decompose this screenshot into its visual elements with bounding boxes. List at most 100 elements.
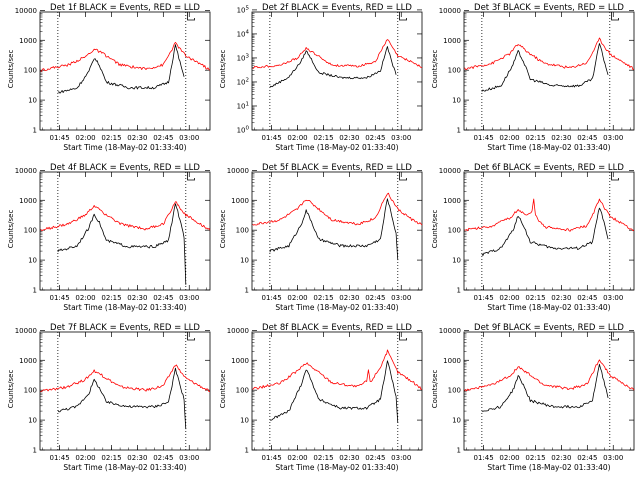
y-tick-label: 1000 [443,37,461,45]
x-tick-label: 02:30 [127,294,147,302]
x-tick-label: 02:00 [499,134,519,142]
y-axis-label: Counts/sec [431,370,439,409]
x-tick-label: 03:00 [603,294,623,302]
lld-series-line [464,359,635,392]
y-tick-label: 10000 [15,327,37,335]
panel-title: Det 7f BLACK = Events, RED = LLD [50,323,200,333]
panel-title: Det 9f BLACK = Events, RED = LLD [474,323,624,333]
x-tick-label: 03:00 [179,134,199,142]
panel-title: Det 6f BLACK = Events, RED = LLD [474,163,624,173]
x-tick-label: 02:45 [365,294,385,302]
events-series-line [481,363,609,412]
x-tick-label: 02:00 [499,454,519,462]
x-tick-label: 02:30 [551,454,571,462]
y-axis-label: Counts/sec [219,50,227,89]
x-tick-label: 01:45 [473,294,493,302]
plot-frame [39,171,211,291]
y-axis-label: Counts/sec [7,50,15,89]
x-tick-label: 02:15 [525,294,545,302]
lld-series-line [252,192,423,226]
y-tick-label: 104 [237,29,250,38]
detector-panel: Det 5f BLACK = Events, RED = LLD 1 10 100 10… [219,163,423,312]
y-tick-label: 1 [33,127,37,135]
x-tick-label: 02:15 [313,134,333,142]
y-tick-label: 1000 [231,197,249,205]
x-tick-label: 02:45 [153,294,173,302]
x-tick-label: 02:00 [75,454,95,462]
y-tick-label: 10 [28,97,37,105]
panel-title: Det 1f BLACK = Events, RED = LLD [50,3,200,13]
y-tick-label: 10000 [439,167,461,175]
panel-title: Det 3f BLACK = Events, RED = LLD [474,3,624,13]
events-series-line [269,46,397,88]
plot-frame [251,11,423,131]
y-tick-label: 10 [240,257,249,265]
plot-frame [463,11,635,131]
y-tick-label: 100 [448,227,461,235]
x-tick-label: 01:45 [49,454,69,462]
detector-panel: Det 3f BLACK = Events, RED = LLD 1 10 100 10… [431,3,635,152]
x-tick-label: 02:15 [101,294,121,302]
y-tick-label: 10000 [227,327,249,335]
y-tick-label: 100 [448,67,461,75]
y-tick-label: 1000 [231,357,249,365]
x-tick-label: 01:45 [261,454,281,462]
lld-series-line [40,201,211,231]
panel-title: Det 8f BLACK = Events, RED = LLD [262,323,412,333]
plot-frame [463,331,635,451]
x-tick-label: 03:00 [179,454,199,462]
y-tick-label: 100 [236,387,249,395]
lld-series-line [464,37,635,70]
events-series-line [269,198,399,261]
y-tick-label: 100 [24,67,37,75]
y-tick-label: 10000 [439,7,461,15]
y-tick-label: 1 [33,287,37,295]
y-tick-label: 1000 [19,37,37,45]
detector-panel: Det 4f BLACK = Events, RED = LLD 1 10 100 10… [7,163,211,312]
x-tick-label: 02:15 [313,454,333,462]
x-axis-label: Start Time (18-May-02 01:33:40) [275,303,398,312]
y-tick-label: 10 [240,417,249,425]
attenuator-marker [399,332,407,341]
y-tick-label: 1 [245,447,249,455]
x-axis-label: Start Time (18-May-02 01:33:40) [63,463,186,472]
x-tick-label: 02:45 [577,454,597,462]
x-tick-label: 02:00 [75,134,95,142]
y-tick-label: 100 [236,227,249,235]
attenuator-marker [611,332,619,341]
y-tick-label: 1000 [443,197,461,205]
x-axis-label: Start Time (18-May-02 01:33:40) [63,303,186,312]
attenuator-marker [611,172,619,181]
y-tick-label: 10 [452,417,461,425]
events-series-line [269,360,399,424]
attenuator-marker [399,172,407,181]
x-tick-label: 02:15 [525,134,545,142]
x-tick-label: 01:45 [261,134,281,142]
x-tick-label: 02:15 [313,294,333,302]
x-tick-label: 03:00 [603,134,623,142]
y-tick-label: 10000 [439,327,461,335]
x-tick-label: 03:00 [391,454,411,462]
x-tick-label: 02:45 [365,454,385,462]
panel-title: Det 4f BLACK = Events, RED = LLD [50,163,200,173]
plot-frame [251,331,423,451]
x-tick-label: 02:30 [339,454,359,462]
x-tick-label: 02:00 [287,134,307,142]
events-series-line [481,43,609,92]
y-tick-label: 1000 [443,357,461,365]
attenuator-marker [399,12,407,21]
x-axis-label: Start Time (18-May-02 01:33:40) [487,463,610,472]
detector-panel: Det 8f BLACK = Events, RED = LLD 1 10 100 10… [219,323,423,472]
plot-frame [251,171,423,291]
y-tick-label: 10000 [227,167,249,175]
x-tick-label: 02:15 [101,134,121,142]
y-tick-label: 1000 [19,197,37,205]
y-tick-label: 100 [448,387,461,395]
x-tick-label: 03:00 [603,454,623,462]
x-tick-label: 02:45 [577,294,597,302]
detector-panel: Det 2f BLACK = Events, RED = LLD 100 101 10… [219,3,423,152]
events-series-line [57,203,187,285]
x-tick-label: 02:00 [287,454,307,462]
events-series-line [57,44,185,94]
y-axis-label: Counts/sec [431,210,439,249]
